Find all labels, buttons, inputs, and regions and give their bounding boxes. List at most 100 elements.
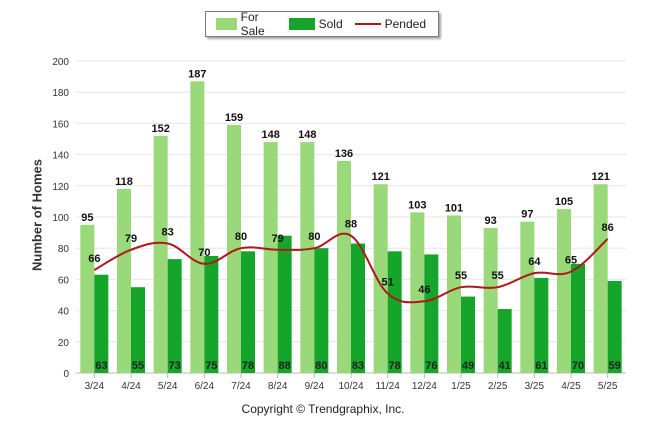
x-tick-label: 1/25 [451, 381, 471, 392]
for-sale-value-label: 152 [151, 123, 169, 135]
bar-for-sale [117, 188, 131, 373]
sold-value-label: 41 [499, 360, 511, 372]
x-tick-label: 9/24 [305, 381, 325, 392]
x-tick-label: 3/25 [525, 381, 545, 392]
y-tick-label: 60 [58, 275, 70, 286]
pended-value-label: 80 [308, 231, 320, 243]
for-sale-value-label: 118 [115, 176, 133, 188]
pended-value-label: 88 [345, 219, 357, 231]
legend-item-for-sale[interactable]: For Sale [216, 10, 277, 38]
bar-sold [94, 274, 109, 373]
pended-value-label: 66 [88, 253, 100, 265]
bar-sold [314, 248, 329, 373]
sold-value-label: 80 [315, 360, 327, 372]
bar-for-sale [227, 124, 241, 374]
x-tick-label: 2/25 [488, 381, 508, 392]
bar-sold [571, 263, 585, 373]
bar-for-sale [300, 142, 315, 373]
for-sale-value-label: 187 [188, 68, 206, 80]
sold-value-label: 83 [352, 360, 364, 372]
pended-value-label: 55 [455, 270, 467, 282]
sold-value-label: 73 [169, 360, 181, 372]
pended-value-label: 65 [565, 255, 577, 267]
for-sale-value-label: 93 [485, 215, 497, 227]
y-tick-label: 100 [52, 213, 69, 224]
y-tick-label: 200 [52, 57, 69, 68]
sold-value-label: 55 [132, 360, 144, 372]
bar-for-sale [373, 184, 388, 373]
x-tick-label: 6/24 [195, 381, 215, 392]
legend: For Sale Sold Pended [205, 10, 439, 38]
y-tick-label: 140 [52, 151, 69, 162]
bar-for-sale [520, 221, 535, 373]
bar-sold [131, 287, 145, 373]
sold-value-label: 70 [572, 360, 584, 372]
pended-value-label: 46 [418, 284, 430, 296]
sold-swatch [288, 18, 315, 30]
pended-line-path [93, 232, 609, 304]
bar-for-sale [410, 212, 425, 373]
y-tick-label: 40 [58, 307, 70, 318]
for-sale-value-label: 121 [591, 171, 609, 183]
sold-value-label: 88 [279, 360, 291, 372]
pended-line [93, 232, 609, 304]
bar-sold [277, 235, 292, 373]
sold-value-label: 61 [535, 360, 547, 372]
bar-sold [461, 296, 475, 373]
sold-value-label: 78 [389, 360, 401, 372]
x-tick-label: 4/24 [121, 381, 141, 392]
legend-label-pended: Pended [384, 17, 426, 31]
for-sale-value-label: 148 [261, 129, 279, 141]
sold-value-label: 75 [205, 360, 217, 372]
pended-value-label: 83 [162, 227, 174, 239]
x-tick-label: 5/24 [158, 381, 178, 392]
x-axis: 3/24 4/24 5/24 6/24 7/24 8/24 9/24 10/24 11/24 12… [85, 373, 618, 392]
x-tick-label: 5/25 [598, 381, 618, 392]
y-axis-title: Number of Homes [29, 159, 45, 271]
y-tick-label: 80 [58, 244, 70, 255]
x-tick-label: 4/25 [561, 381, 581, 392]
bar-for-sale [263, 142, 278, 373]
for-sale-swatch [216, 18, 237, 30]
for-sale-value-label: 105 [555, 196, 573, 208]
y-tick-label: 0 [63, 369, 69, 380]
for-sale-value-label: 95 [81, 212, 93, 224]
pended-value-label: 86 [602, 222, 614, 234]
pended-value-label: 80 [235, 231, 247, 243]
bar-for-sale [153, 135, 168, 373]
y-tick-label: 20 [58, 338, 70, 349]
x-tick-label: 3/24 [85, 381, 105, 392]
bar-sold [167, 259, 182, 373]
pended-value-label: 79 [272, 233, 284, 245]
bar-sold [351, 243, 365, 373]
pended-value-label: 51 [382, 276, 394, 288]
bar-for-sale [483, 227, 498, 373]
y-axis: 0 20 40 60 80 100 120 140 160 180 200 [52, 57, 69, 380]
y-tick-label: 120 [52, 182, 69, 193]
sold-value-label: 78 [242, 360, 254, 372]
sold-value-label: 49 [462, 360, 474, 372]
data-labels: 95 63 118 55 152 73 187 75 159 78 148 88 148 80 136 83 1… [81, 68, 621, 372]
legend-label-sold: Sold [318, 17, 343, 31]
x-tick-label: 8/24 [268, 381, 288, 392]
legend-item-sold[interactable]: Sold [288, 17, 343, 31]
bar-sold [497, 309, 512, 373]
sold-value-label: 76 [425, 360, 437, 372]
bar-sold [534, 277, 549, 373]
x-tick-label: 10/24 [338, 381, 363, 392]
bar-for-sale [447, 215, 461, 373]
y-tick-label: 180 [52, 88, 69, 99]
bar-for-sale [593, 184, 608, 373]
for-sale-value-label: 159 [225, 112, 243, 124]
x-tick-label: 11/24 [376, 381, 401, 392]
x-tick-label: 7/24 [231, 381, 251, 392]
pended-value-label: 79 [125, 233, 137, 245]
y-tick-label: 160 [52, 119, 69, 130]
pended-value-label: 64 [528, 256, 541, 268]
bar-sold [241, 251, 255, 373]
bar-for-sale [557, 209, 571, 373]
for-sale-value-label: 148 [298, 129, 316, 141]
legend-item-pended[interactable]: Pended [354, 17, 426, 31]
for-sale-value-label: 136 [335, 148, 353, 160]
